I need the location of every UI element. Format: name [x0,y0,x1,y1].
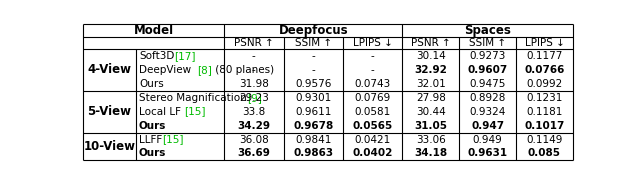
Text: 36.69: 36.69 [237,149,270,159]
Text: 0.0766: 0.0766 [524,65,564,75]
Text: 0.9475: 0.9475 [470,79,506,89]
Text: 30.44: 30.44 [416,107,445,117]
Text: 0.9841: 0.9841 [295,134,332,145]
Text: -: - [252,65,256,75]
Text: Local LF: Local LF [139,107,184,117]
Text: 36.08: 36.08 [239,134,269,145]
Text: Soft3D: Soft3D [139,51,174,61]
Text: Deepfocus: Deepfocus [278,24,348,37]
Text: 0.9273: 0.9273 [470,51,506,61]
Text: 0.949: 0.949 [473,134,502,145]
Text: Stereo Magnification: Stereo Magnification [139,93,246,103]
Text: 0.0421: 0.0421 [355,134,391,145]
Text: Ours: Ours [139,79,164,89]
Text: Ours: Ours [139,149,166,159]
Text: 0.9678: 0.9678 [293,120,333,130]
Text: 0.0743: 0.0743 [355,79,391,89]
Text: 27.98: 27.98 [416,93,445,103]
Text: 30.14: 30.14 [416,51,445,61]
Text: 31.05: 31.05 [414,120,447,130]
Text: 33.06: 33.06 [416,134,445,145]
Text: 0.0992: 0.0992 [526,79,563,89]
Text: 0.0402: 0.0402 [353,149,393,159]
Text: 0.1177: 0.1177 [526,51,563,61]
Text: 0.0769: 0.0769 [355,93,391,103]
Text: LPIPS ↓: LPIPS ↓ [353,38,392,48]
Text: SSIM ↑: SSIM ↑ [469,38,506,48]
Text: 0.9301: 0.9301 [295,93,332,103]
Text: [17]: [17] [174,51,196,61]
Text: 4-View: 4-View [88,63,131,76]
Text: 0.0565: 0.0565 [353,120,393,130]
Text: -: - [312,51,315,61]
Text: 33.8: 33.8 [242,107,266,117]
Text: -: - [371,65,374,75]
Text: [15]: [15] [162,134,184,145]
Text: 10-View: 10-View [83,140,136,153]
Text: 0.9863: 0.9863 [293,149,333,159]
Text: Ours: Ours [139,120,166,130]
Text: 32.01: 32.01 [416,79,445,89]
Text: 0.1231: 0.1231 [526,93,563,103]
Text: 32.92: 32.92 [414,65,447,75]
Text: 0.1149: 0.1149 [526,134,563,145]
Text: -: - [312,65,315,75]
Text: 0.1017: 0.1017 [524,120,564,130]
Text: 0.1181: 0.1181 [526,107,563,117]
Text: 31.98: 31.98 [239,79,269,89]
Text: SSIM ↑: SSIM ↑ [294,38,332,48]
Text: PSNR ↑: PSNR ↑ [234,38,274,48]
Text: [9]: [9] [246,93,262,103]
Text: 0.9607: 0.9607 [468,65,508,75]
Text: 0.9324: 0.9324 [470,107,506,117]
Text: 0.0581: 0.0581 [355,107,391,117]
Text: Spaces: Spaces [464,24,511,37]
Text: [8]: [8] [198,65,212,75]
Text: 29.23: 29.23 [239,93,269,103]
Text: LLFF: LLFF [139,134,162,145]
Text: Model: Model [134,24,173,37]
Text: 0.947: 0.947 [471,120,504,130]
Text: 0.8928: 0.8928 [470,93,506,103]
Text: (80 planes): (80 planes) [212,65,275,75]
Text: 0.9611: 0.9611 [295,107,332,117]
Text: 34.29: 34.29 [237,120,270,130]
Text: [15]: [15] [184,107,205,117]
Text: -: - [252,51,256,61]
Text: LPIPS ↓: LPIPS ↓ [525,38,564,48]
Text: -: - [371,51,374,61]
Text: 0.085: 0.085 [528,149,561,159]
Text: DeepView: DeepView [139,65,198,75]
Text: 0.9576: 0.9576 [295,79,332,89]
Text: PSNR ↑: PSNR ↑ [411,38,451,48]
Text: 0.9631: 0.9631 [468,149,508,159]
Text: 34.18: 34.18 [414,149,447,159]
Text: 5-View: 5-View [88,105,131,118]
